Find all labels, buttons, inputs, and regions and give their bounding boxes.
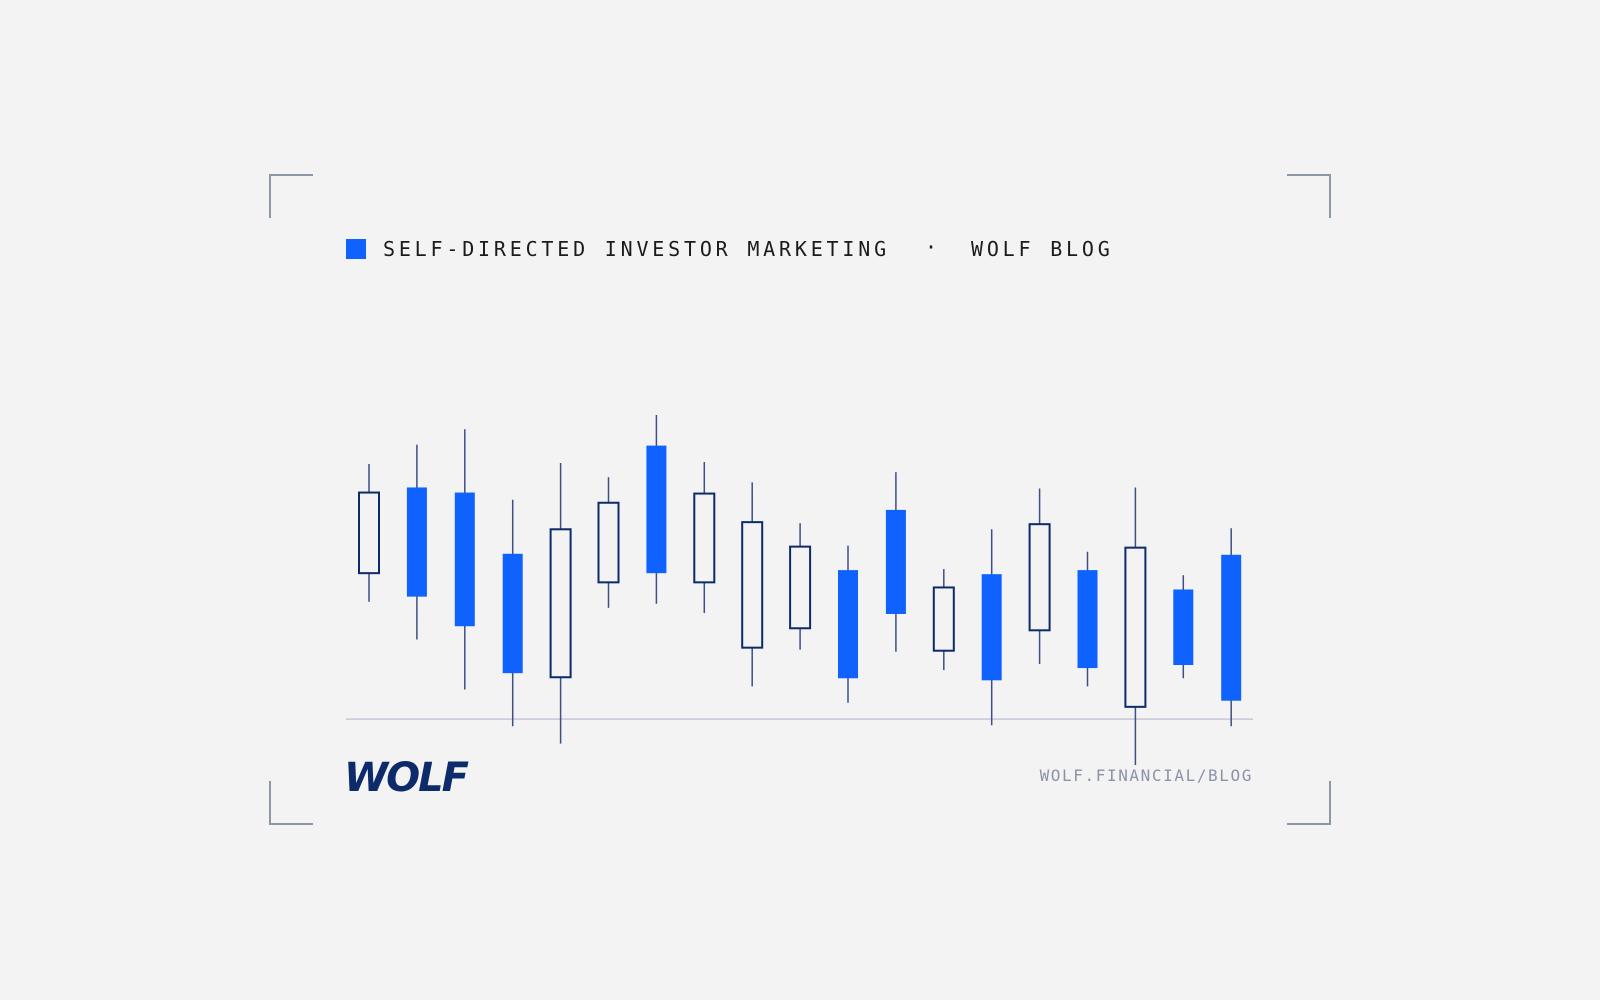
candle-body [549,528,572,679]
candle-body [1077,570,1098,669]
candle-body [885,509,906,614]
candle-body [1028,523,1051,632]
candle-body [693,492,716,584]
title-square [346,239,366,259]
candle-body [1221,554,1242,701]
title: SELF-DIRECTED INVESTOR MARKETING [383,237,890,261]
candle-body [1124,546,1147,708]
corner [269,174,313,218]
candle-body [1173,589,1194,665]
candlestick-chart [346,415,1253,765]
candle-body [932,586,955,652]
candle-body [741,521,764,649]
candle-body [789,545,812,630]
section: WOLF BLOG [971,237,1114,261]
corner-brackets [269,174,1331,825]
candle-body [358,491,380,575]
url: WOLF.FINANCIAL/BLOG [1040,766,1253,785]
separator: · [925,235,937,259]
corner [269,781,313,825]
candle-body [406,487,427,597]
candle-body [646,445,667,574]
candle-body [981,574,1002,681]
corner [1287,174,1331,218]
candle-body [838,570,858,679]
candle-body [454,492,475,627]
candle-body [597,501,620,584]
candle-body [502,553,523,674]
logo: WOLF [344,755,469,801]
corner [1287,781,1331,825]
